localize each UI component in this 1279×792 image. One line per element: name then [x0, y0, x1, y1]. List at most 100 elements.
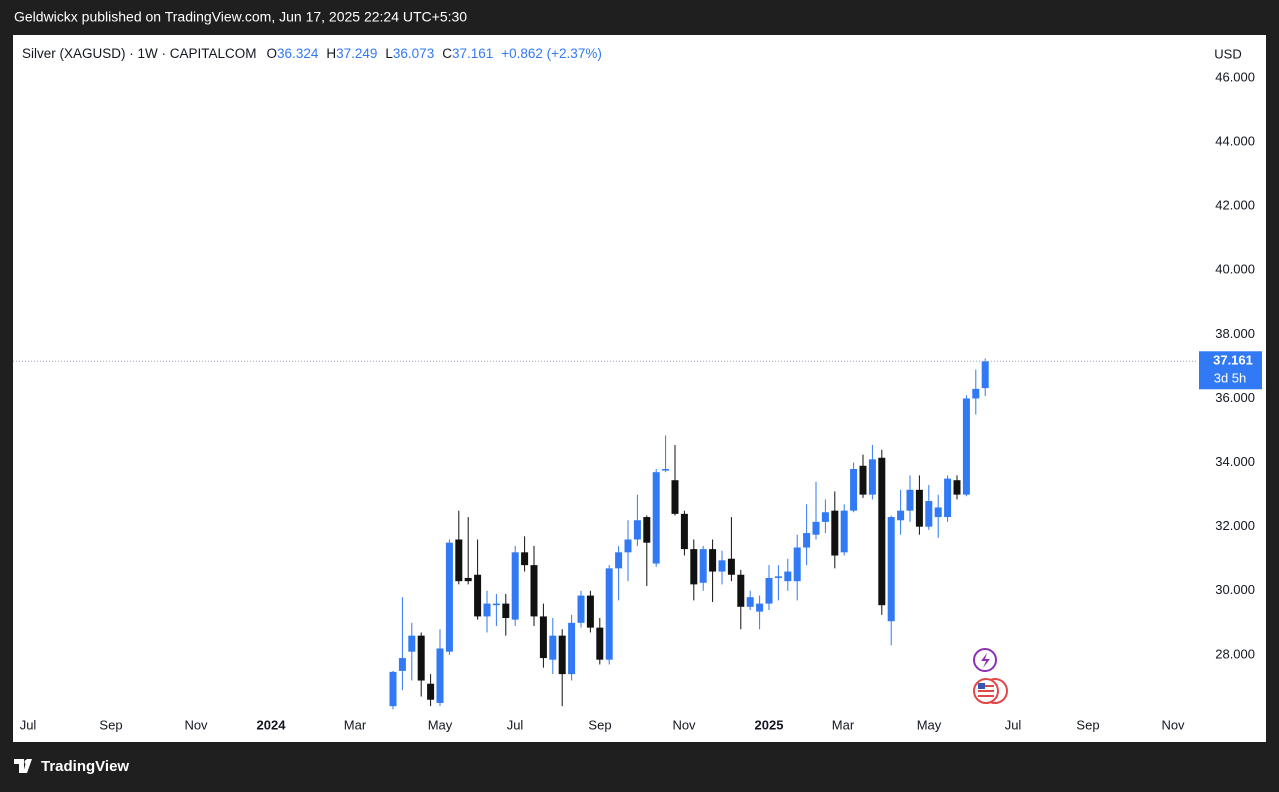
flag-canton [978, 683, 985, 689]
x-tick-label: May [428, 717, 453, 732]
ohlc-key: H [326, 46, 336, 61]
candle-body [746, 597, 754, 607]
x-tick-label: Nov [184, 717, 208, 732]
candle-body [709, 549, 717, 572]
brand: TradingView [14, 758, 129, 775]
candle-body [455, 539, 463, 582]
candle-body [492, 603, 500, 606]
flag-stripe [978, 690, 994, 692]
candle-body [897, 510, 905, 521]
x-tick-label: Jul [20, 717, 37, 732]
candle-body [671, 480, 679, 514]
x-tick-label: 2025 [755, 717, 784, 732]
brand-logo-dot [24, 759, 30, 765]
candle-body [427, 683, 435, 700]
y-tick-label: 28.000 [1215, 646, 1255, 661]
candle-body [962, 398, 970, 495]
ohlc-key: C [442, 46, 452, 61]
candle-body [464, 577, 472, 582]
x-tick-label: Nov [1161, 717, 1185, 732]
candle-body [690, 549, 698, 585]
y-tick-label: 40.000 [1215, 262, 1255, 277]
candle-body [417, 635, 425, 681]
candle-body [624, 539, 632, 553]
candle-body [586, 595, 594, 628]
y-tick-label: 32.000 [1215, 518, 1255, 533]
y-tick-label: 30.000 [1215, 582, 1255, 597]
candle-body [436, 648, 444, 703]
candle-body [953, 480, 961, 495]
x-tick-label: Mar [344, 717, 367, 732]
y-tick-label: 46.000 [1215, 69, 1255, 84]
candle-body [474, 574, 482, 617]
brand-name: TradingView [41, 758, 129, 775]
flag-stripe [978, 685, 994, 687]
candle-body [840, 510, 848, 553]
ohlc-value: 37.249 [336, 46, 377, 61]
x-tick-label: Sep [1076, 717, 1099, 732]
candle-body [408, 635, 416, 652]
candle-body [605, 568, 613, 660]
symbol-title: Silver (XAGUSD) · 1W · CAPITALCOM [22, 46, 257, 61]
ohlc-key: L [385, 46, 393, 61]
candle-body [812, 521, 820, 535]
candle-body [727, 558, 735, 575]
y-tick-label: 44.000 [1215, 134, 1255, 149]
countdown: 3d 5h [1214, 371, 1247, 386]
ohlc-key: O [267, 46, 278, 61]
x-tick-label: Jul [507, 717, 524, 732]
candle-body [878, 457, 886, 606]
candle-body [633, 520, 641, 540]
candle-body [445, 542, 453, 652]
published-line: Geldwickx published on TradingView.com, … [14, 9, 467, 25]
candle-body [915, 489, 923, 527]
candle-body [774, 576, 782, 578]
candle-body [934, 507, 942, 518]
candle-body [398, 658, 406, 671]
x-tick-label: Mar [832, 717, 855, 732]
candle-body [615, 552, 623, 569]
candle-body [737, 574, 745, 607]
x-tick-label: Sep [99, 717, 122, 732]
candle-body [944, 478, 952, 518]
candle-body [662, 468, 670, 471]
ohlc-value: 36.073 [393, 46, 434, 61]
candle-body [502, 603, 510, 619]
candle-body [925, 501, 933, 527]
candle-body [530, 565, 538, 617]
candle-body [793, 547, 801, 582]
y-tick-label: 36.000 [1215, 390, 1255, 405]
ohlc-value: 37.161 [452, 46, 493, 61]
candle-body [906, 489, 914, 511]
candle-body [568, 622, 576, 675]
event-icon-glyph [981, 653, 990, 668]
change: +0.862 (+2.37%) [501, 46, 602, 61]
chart-area [13, 35, 1266, 742]
candle-body [558, 635, 566, 675]
currency-box [1200, 40, 1256, 68]
legend: Silver (XAGUSD) · 1W · CAPITALCOM O36.324… [22, 46, 602, 61]
y-tick-label: 42.000 [1215, 198, 1255, 213]
y-tick-label: 38.000 [1215, 326, 1255, 341]
y-tick-label: 34.000 [1215, 454, 1255, 469]
candle-body [859, 465, 867, 495]
x-tick-label: Sep [588, 717, 611, 732]
candle-body [652, 472, 660, 564]
candle-body [972, 388, 980, 399]
last-price-label: 37.161 [1213, 353, 1253, 368]
candle-body [784, 571, 792, 582]
candle-body [539, 616, 547, 659]
x-tick-label: Jul [1005, 717, 1022, 732]
candle-body [831, 510, 839, 556]
candle-body [596, 627, 604, 660]
plot: 28.000 30.000 32.000 34.000 36.000 38.000 40.0… [13, 69, 1262, 732]
candle-body [521, 552, 529, 566]
event-icons [973, 648, 1008, 704]
flag-stripe [978, 695, 994, 697]
currency: USD [1214, 46, 1241, 61]
candle-body [680, 513, 688, 550]
candle-body [511, 552, 519, 620]
candle-body [577, 595, 585, 623]
candle-body [868, 459, 876, 495]
